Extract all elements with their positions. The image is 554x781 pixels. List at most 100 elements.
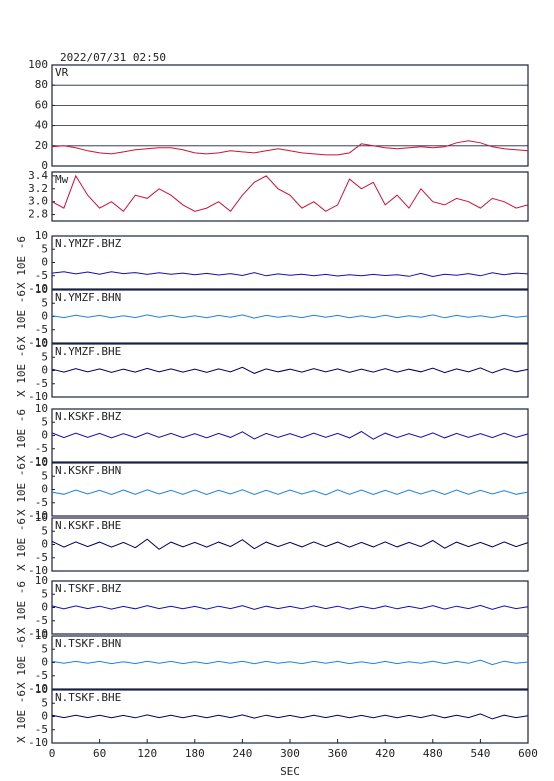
y-axis-label: X 10E -6 — [15, 344, 28, 397]
trace — [51, 659, 529, 666]
series-name: N.YMZF.BHZ — [55, 237, 122, 250]
panel-frame — [51, 343, 529, 398]
y-tick-label: -10 — [28, 736, 48, 749]
x-tick-label: 420 — [375, 747, 395, 760]
y-tick-label: 0 — [41, 159, 48, 172]
panel-frame — [51, 580, 529, 635]
y-tick-label: 5 — [41, 469, 48, 482]
y-tick-label: 5 — [41, 350, 48, 363]
x-tick-label: 540 — [470, 747, 490, 760]
trace — [51, 713, 529, 720]
panel-frame — [51, 689, 529, 744]
y-tick-label: 5 — [41, 524, 48, 537]
y-tick-label: -10 — [28, 509, 48, 522]
x-tick-label: 60 — [93, 747, 106, 760]
x-tick-label: 300 — [280, 747, 300, 760]
trace — [51, 174, 529, 213]
y-tick-label: -5 — [35, 442, 48, 455]
y-tick-label: 5 — [41, 242, 48, 255]
y-tick-label: 10 — [35, 402, 48, 415]
y-axis-label: X 10E -6 — [15, 690, 28, 743]
y-tick-label: -10 — [28, 682, 48, 695]
y-tick-label: 10 — [35, 629, 48, 642]
y-tick-label: 0 — [41, 656, 48, 669]
x-tick-label: 480 — [423, 747, 443, 760]
y-tick-label: 3.2 — [28, 182, 48, 195]
y-tick-label: 0 — [41, 538, 48, 551]
y-tick-label: 10 — [35, 337, 48, 350]
y-axis-label: X 10E -6 — [15, 518, 28, 571]
x-tick-label: 360 — [328, 747, 348, 760]
y-tick-label: 0 — [41, 710, 48, 723]
y-axis-label: X 10E -6 — [15, 409, 28, 462]
x-tick-label: 0 — [49, 747, 56, 760]
panel-frame — [51, 408, 529, 463]
y-tick-label: 80 — [35, 78, 48, 91]
x-axis-label: SEC — [280, 765, 300, 778]
y-tick-label: -5 — [35, 614, 48, 627]
series-name: Mw — [55, 173, 69, 186]
series-name: N.KSKF.BHZ — [55, 410, 122, 423]
trace — [51, 604, 529, 610]
y-tick-label: 0 — [41, 256, 48, 269]
series-name: N.KSKF.BHE — [55, 519, 121, 532]
y-tick-label: -10 — [28, 390, 48, 403]
y-tick-label: 10 — [35, 574, 48, 587]
series-name: N.TSKF.BHE — [55, 691, 121, 704]
y-tick-label: -5 — [35, 377, 48, 390]
panel-frame — [51, 289, 529, 344]
x-tick-label: 240 — [232, 747, 252, 760]
series-name: N.TSKF.BHN — [55, 637, 121, 650]
y-tick-label: 60 — [35, 98, 48, 111]
y-tick-label: -10 — [28, 455, 48, 468]
y-tick-label: -10 — [28, 627, 48, 640]
panel-frame — [51, 635, 529, 690]
series-name: VR — [55, 66, 69, 79]
y-tick-label: -10 — [28, 336, 48, 349]
y-tick-label: -5 — [35, 551, 48, 564]
y-tick-label: -5 — [35, 323, 48, 336]
y-tick-label: 5 — [41, 587, 48, 600]
y-tick-label: -10 — [28, 282, 48, 295]
y-tick-label: 0 — [41, 483, 48, 496]
panel-frame — [51, 517, 529, 572]
panel-frame — [51, 235, 529, 290]
y-tick-label: -5 — [35, 669, 48, 682]
panel-frame — [51, 171, 529, 222]
trace — [51, 140, 529, 156]
y-tick-label: 10 — [35, 456, 48, 469]
trace — [51, 271, 529, 278]
y-tick-label: -5 — [35, 269, 48, 282]
y-axis-label: X 10E -6 — [15, 236, 28, 289]
y-tick-label: -5 — [35, 723, 48, 736]
trace — [51, 430, 529, 440]
y-tick-label: 40 — [35, 119, 48, 132]
y-tick-label: 3.0 — [28, 195, 48, 208]
y-axis-label: X 10E -6 — [15, 636, 28, 689]
series-name: N.TSKF.BHZ — [55, 582, 122, 595]
series-name: N.YMZF.BHE — [55, 345, 121, 358]
y-tick-label: 100 — [28, 58, 48, 71]
y-axis-label: X 10E -6 — [15, 581, 28, 634]
trace — [51, 489, 529, 496]
y-tick-label: 5 — [41, 296, 48, 309]
y-tick-label: 10 — [35, 683, 48, 696]
y-tick-label: 3.4 — [28, 169, 48, 182]
x-tick-label: 180 — [185, 747, 205, 760]
y-tick-label: 2.8 — [28, 208, 48, 221]
y-tick-label: 5 — [41, 696, 48, 709]
y-tick-label: 10 — [35, 229, 48, 242]
series-name: N.KSKF.BHN — [55, 464, 121, 477]
y-tick-label: 0 — [41, 601, 48, 614]
y-tick-label: 10 — [35, 511, 48, 524]
y-axis-label: X 10E -6 — [15, 463, 28, 516]
y-tick-label: 5 — [41, 415, 48, 428]
y-tick-label: 20 — [35, 139, 48, 152]
y-tick-label: 0 — [41, 310, 48, 323]
y-axis-label: X 10E -6 — [15, 290, 28, 343]
series-name: N.YMZF.BHN — [55, 291, 121, 304]
y-tick-label: 10 — [35, 283, 48, 296]
y-tick-label: 5 — [41, 642, 48, 655]
trace — [51, 366, 529, 374]
